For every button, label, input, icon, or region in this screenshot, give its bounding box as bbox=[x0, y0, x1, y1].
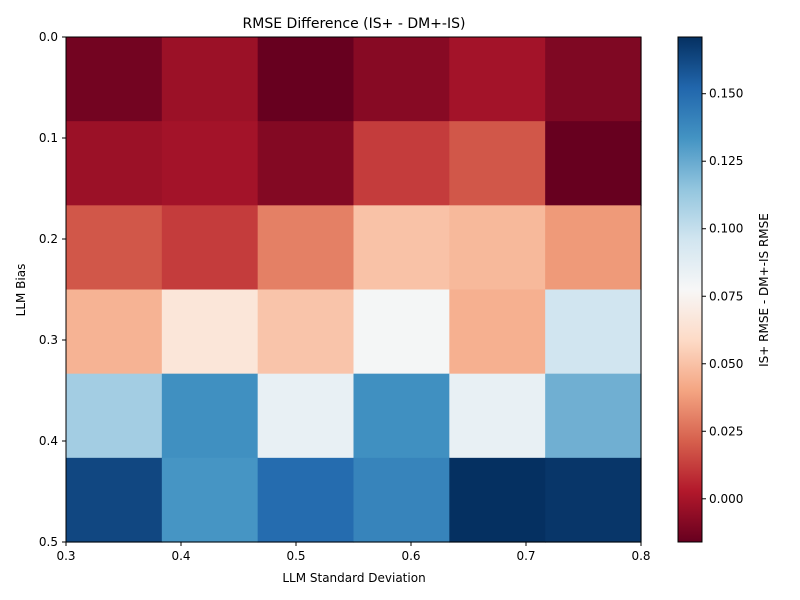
colorbar bbox=[677, 36, 703, 543]
heatmap-cell bbox=[353, 121, 450, 206]
heatmap-cell bbox=[161, 457, 259, 543]
heatmap-cell bbox=[161, 121, 259, 206]
heatmap-cell bbox=[449, 457, 546, 543]
colorbar-tick-label: 0.075 bbox=[709, 289, 743, 303]
heatmap-cell bbox=[353, 289, 450, 375]
heatmap-cell bbox=[257, 205, 355, 291]
x-tick-label: 0.6 bbox=[401, 549, 420, 563]
heatmap-cell bbox=[257, 37, 355, 122]
colorbar-tick-label: 0.050 bbox=[709, 357, 743, 371]
y-tick-label: 0.1 bbox=[39, 131, 58, 145]
colorbar-label: IS+ RMSE - DM+-IS RMSE bbox=[757, 213, 771, 367]
heatmap-cell bbox=[161, 289, 259, 375]
heatmap-cell bbox=[545, 205, 642, 291]
heatmap-cell bbox=[545, 121, 642, 206]
colorbar-tick-label: 0.025 bbox=[709, 424, 743, 438]
heatmap-cell bbox=[353, 37, 450, 122]
heatmap-cell bbox=[257, 457, 355, 543]
x-axis-title: LLM Standard Deviation bbox=[282, 571, 425, 585]
y-tick-label: 0.4 bbox=[39, 434, 58, 448]
heatmap-cell bbox=[161, 37, 259, 122]
colorbar-tick-label: 0.150 bbox=[709, 87, 743, 101]
heatmap-cell bbox=[545, 457, 642, 543]
x-tick-label: 0.4 bbox=[171, 549, 190, 563]
heatmap-cell bbox=[353, 205, 450, 291]
heatmap-cells bbox=[66, 37, 642, 543]
heatmap-cell bbox=[449, 289, 546, 375]
heatmap-cell bbox=[449, 373, 546, 459]
heatmap-cell bbox=[161, 373, 259, 459]
heatmap-cell bbox=[545, 289, 642, 375]
chart-title: RMSE Difference (IS+ - DM+-IS) bbox=[243, 16, 466, 32]
y-axis-ticks: 0.0 0.1 0.2 0.3 0.4 0.5 bbox=[39, 30, 66, 549]
y-tick-label: 0.3 bbox=[39, 333, 58, 347]
y-tick-label: 0.5 bbox=[39, 535, 58, 549]
y-tick-label: 0.2 bbox=[39, 232, 58, 246]
x-axis-ticks: 0.3 0.4 0.5 0.6 0.7 0.8 bbox=[56, 542, 651, 563]
heatmap-cell bbox=[449, 121, 546, 206]
y-axis-title: LLM Bias bbox=[14, 264, 28, 317]
y-tick-label: 0.0 bbox=[39, 30, 58, 44]
heatmap-cell bbox=[449, 37, 546, 122]
x-tick-label: 0.8 bbox=[631, 549, 650, 563]
heatmap-cell bbox=[66, 373, 163, 459]
colorbar-ticks: 0.000 0.025 0.050 0.075 0.100 0.125 0.150 bbox=[702, 87, 743, 506]
heatmap-cell bbox=[545, 373, 642, 459]
heatmap-cell bbox=[66, 121, 163, 206]
heatmap-cell bbox=[449, 205, 546, 291]
colorbar-tick-label: 0.100 bbox=[709, 222, 743, 236]
plot-frame bbox=[65, 36, 642, 543]
colorbar-tick-label: 0.000 bbox=[709, 492, 743, 506]
heatmap-cell bbox=[66, 289, 163, 375]
heatmap-cell bbox=[353, 457, 450, 543]
heatmap-cell bbox=[257, 373, 355, 459]
heatmap-cell bbox=[161, 205, 259, 291]
heatmap-cell bbox=[353, 373, 450, 459]
x-tick-label: 0.7 bbox=[516, 549, 535, 563]
colorbar-tick-label: 0.125 bbox=[709, 154, 743, 168]
x-tick-label: 0.5 bbox=[286, 549, 305, 563]
heatmap-cell bbox=[66, 457, 163, 543]
heatmap-cell bbox=[257, 289, 355, 375]
heatmap-cell bbox=[66, 37, 163, 122]
heatmap-cell bbox=[545, 37, 642, 122]
heatmap-cell bbox=[257, 121, 355, 206]
heatmap-cell bbox=[66, 205, 163, 291]
x-tick-label: 0.3 bbox=[56, 549, 75, 563]
